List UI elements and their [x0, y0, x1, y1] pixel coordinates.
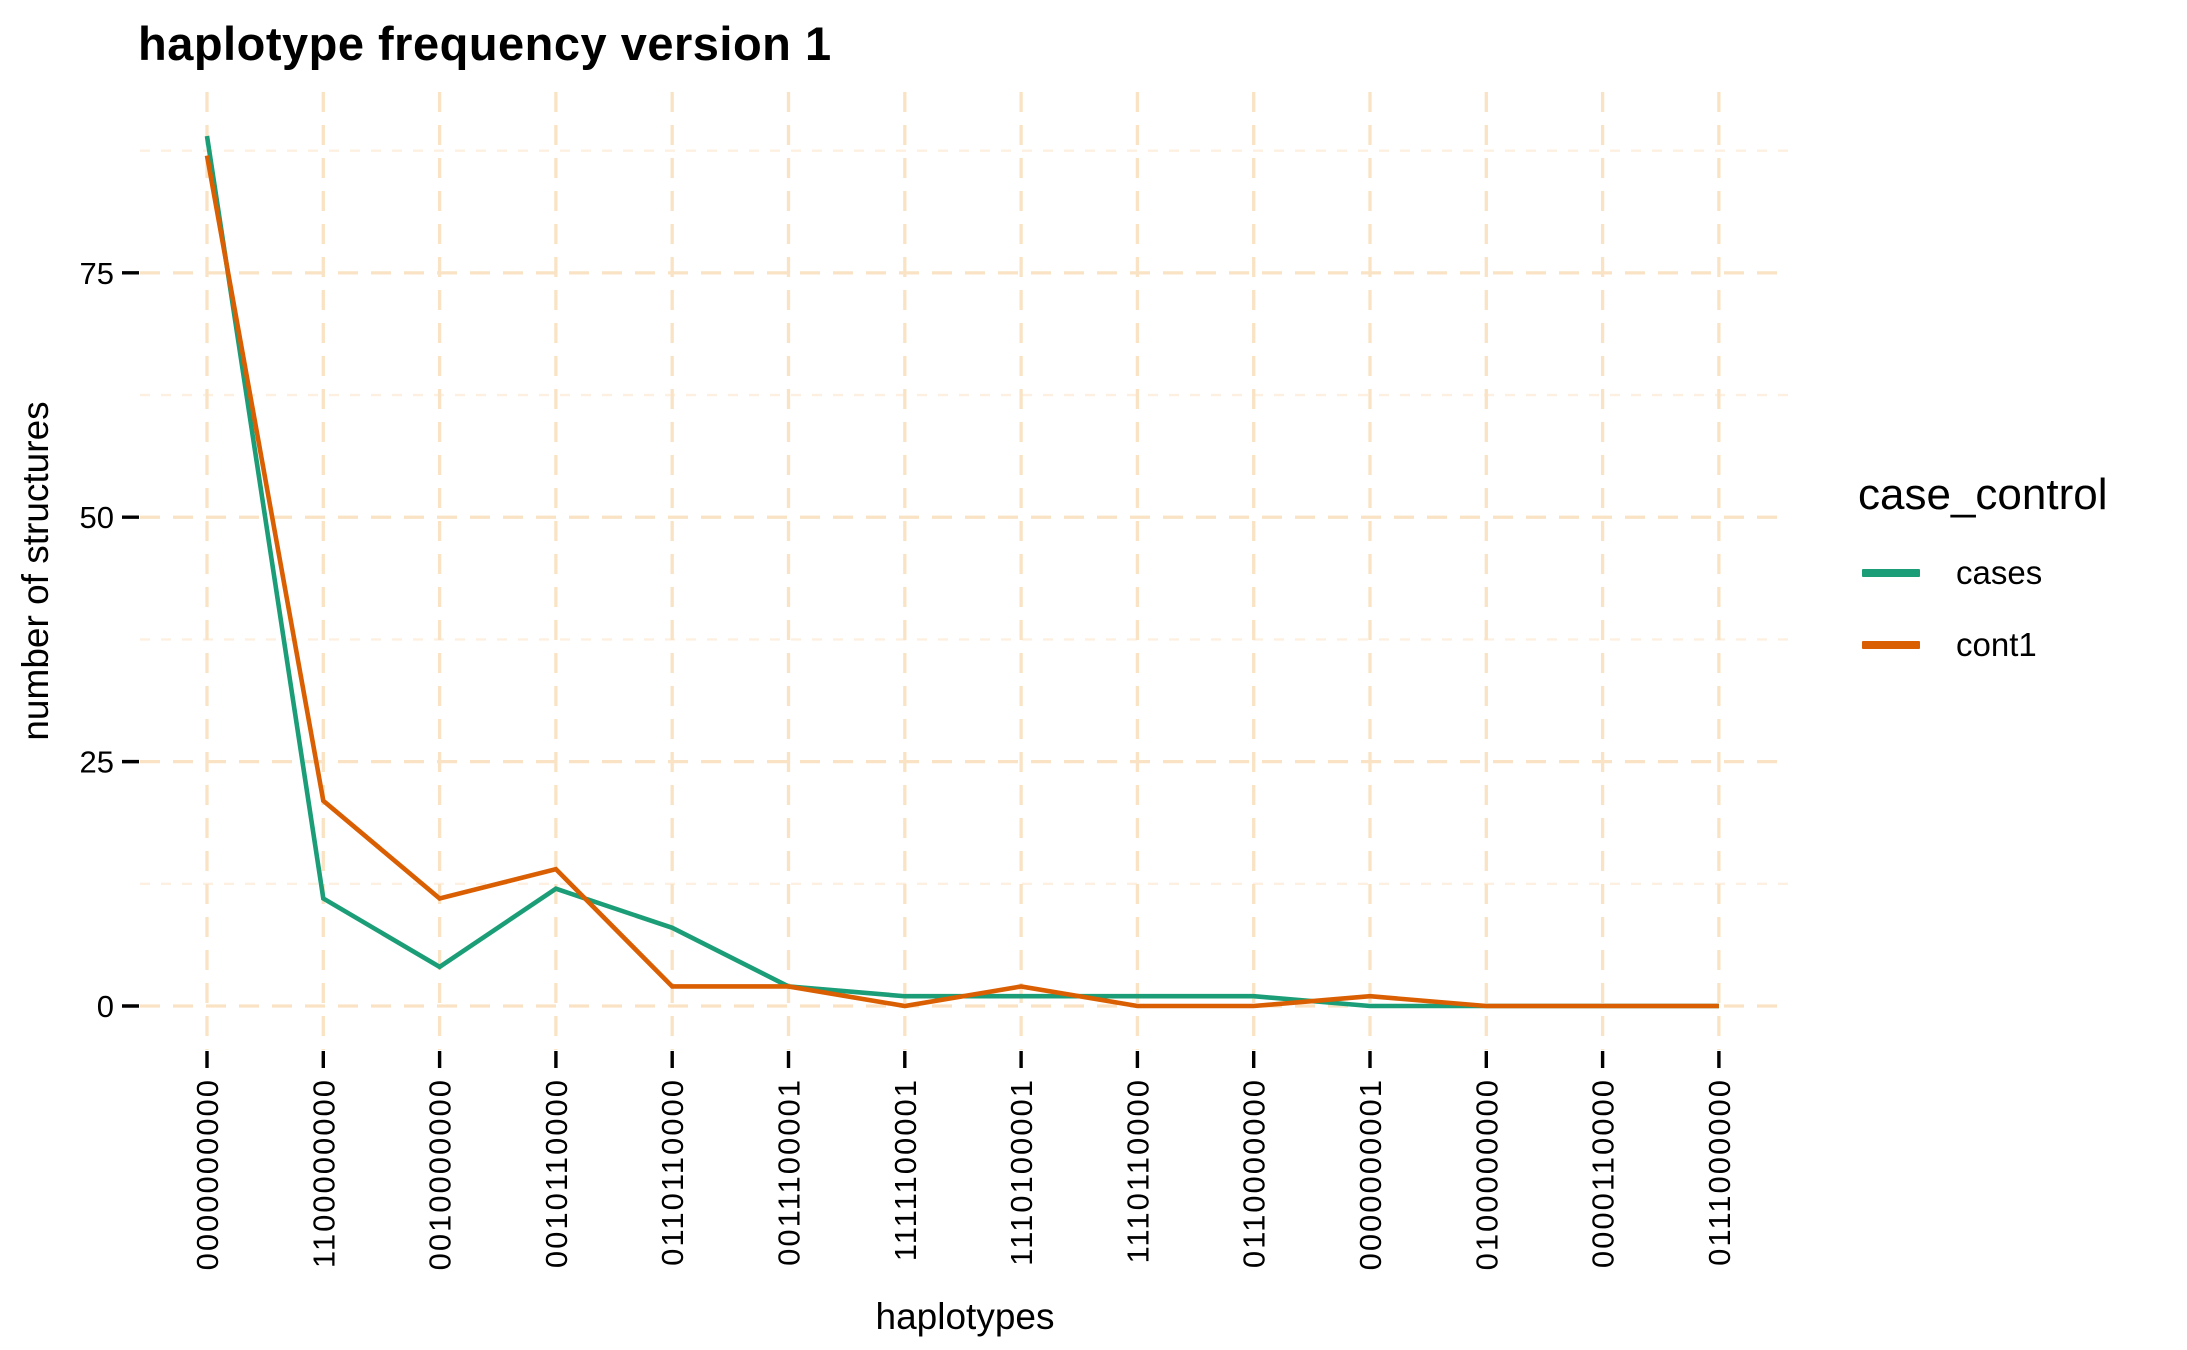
y-tick-label: 75	[80, 256, 114, 291]
x-tick-label: 0000110000	[1586, 1078, 1621, 1268]
x-tick-label: 0010000000	[423, 1078, 458, 1270]
x-tick-label: 0000000001	[1353, 1078, 1388, 1270]
x-tick-label: 0110000000	[1237, 1078, 1272, 1268]
x-tick-label: 0011100001	[772, 1078, 807, 1266]
y-tick-label: 50	[80, 500, 114, 535]
legend-entry-cases: cases	[1862, 553, 2042, 593]
legend-key-line-cont1	[1862, 641, 1920, 649]
x-tick-label: 0000000000	[190, 1078, 225, 1270]
x-tick-label: 0111000000	[1702, 1078, 1737, 1266]
x-tick-label: 0010110000	[539, 1078, 574, 1268]
x-tick-label: 1110100001	[1004, 1078, 1039, 1266]
y-tick-label: 0	[97, 989, 114, 1024]
legend-entry-label: cases	[1956, 554, 2043, 591]
y-axis-title: number of structures	[15, 401, 56, 741]
legend-entry-label: cont1	[1956, 626, 2037, 663]
legend-entry-cont1: cont1	[1862, 625, 2037, 665]
x-tick-label: 0110110000	[655, 1078, 690, 1266]
x-tick-label: 0100000000	[1469, 1078, 1504, 1270]
x-tick-label: 1111100001	[888, 1078, 923, 1261]
legend-title: case_control	[1858, 470, 2108, 519]
x-axis-title: haplotypes	[875, 1296, 1055, 1337]
x-tick-label: 1100000000	[306, 1078, 341, 1268]
series-line-cases	[204, 135, 1719, 1009]
legend-key-line-cases	[1862, 569, 1920, 577]
series-line-cont1	[204, 155, 1719, 1009]
x-tick-label: 1110110000	[1120, 1078, 1155, 1264]
chart-title: haplotype frequency version 1	[138, 17, 832, 70]
y-tick-label: 25	[80, 745, 114, 780]
